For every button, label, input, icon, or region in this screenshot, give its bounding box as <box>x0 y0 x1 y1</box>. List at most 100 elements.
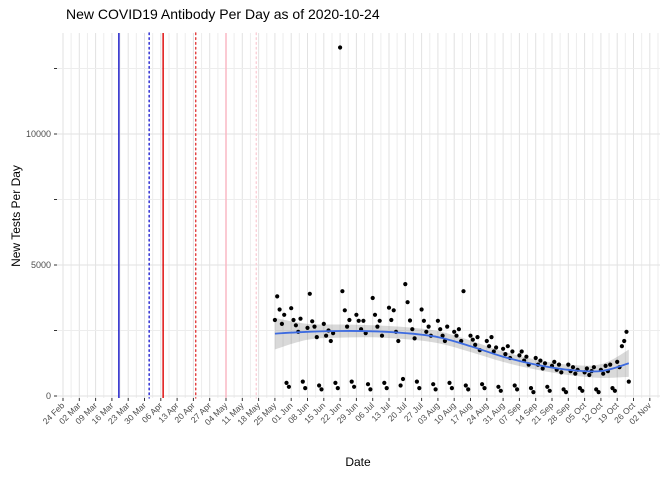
data-point <box>286 384 291 389</box>
data-point <box>349 379 354 384</box>
data-point <box>433 387 438 392</box>
y-tick-label: 5000 <box>31 260 51 270</box>
data-point <box>289 306 294 311</box>
data-point <box>559 370 564 375</box>
data-point <box>580 388 585 393</box>
data-point <box>622 338 627 344</box>
data-point <box>431 382 436 387</box>
data-point <box>608 362 613 367</box>
data-point <box>547 388 552 393</box>
data-point <box>570 365 576 370</box>
data-point <box>312 324 317 329</box>
data-point <box>484 338 489 344</box>
data-point <box>307 291 312 296</box>
data-point <box>445 324 450 329</box>
data-point <box>563 390 569 395</box>
data-point <box>470 337 475 342</box>
data-point <box>398 383 403 388</box>
data-point <box>354 312 359 317</box>
data-point <box>317 383 322 388</box>
data-point <box>452 329 457 334</box>
data-point <box>545 384 550 389</box>
data-point <box>538 358 543 363</box>
data-point <box>587 372 592 378</box>
data-point <box>566 362 571 367</box>
data-point <box>347 317 352 323</box>
data-point <box>601 371 606 376</box>
data-point <box>293 323 298 328</box>
data-point <box>291 317 296 323</box>
data-point <box>619 344 625 349</box>
data-point <box>489 335 494 340</box>
data-point <box>440 333 445 338</box>
data-point <box>424 329 429 334</box>
data-point <box>512 383 517 388</box>
data-point <box>615 359 620 364</box>
data-point <box>603 363 608 368</box>
data-point <box>379 333 385 338</box>
data-point <box>328 338 333 344</box>
x-axis-title: Date <box>345 455 371 469</box>
data-point <box>321 321 326 326</box>
data-point <box>531 390 536 395</box>
smooth-line <box>274 330 630 373</box>
y-tick-label: 0 <box>46 391 51 401</box>
data-point <box>338 45 343 50</box>
data-point <box>573 371 578 376</box>
data-point <box>324 333 329 338</box>
data-point <box>403 282 408 287</box>
y-axis-title: New Tests Per Day <box>9 165 23 267</box>
data-point <box>519 349 524 354</box>
data-point <box>410 327 415 332</box>
data-point <box>345 324 350 329</box>
data-point <box>421 318 426 323</box>
data-point <box>510 349 515 354</box>
data-point <box>454 333 459 338</box>
data-point <box>300 379 305 384</box>
data-point <box>400 376 406 382</box>
data-point <box>333 380 338 385</box>
data-point <box>594 387 599 392</box>
data-point <box>372 312 378 317</box>
data-point <box>461 289 466 294</box>
data-point <box>396 338 401 344</box>
data-point <box>377 318 382 323</box>
data-point <box>542 361 548 366</box>
data-point <box>340 289 345 294</box>
data-point <box>577 386 583 391</box>
data-point <box>298 316 303 321</box>
data-point <box>414 379 419 384</box>
data-point <box>352 384 357 389</box>
data-point <box>584 366 590 371</box>
data-point <box>435 318 440 323</box>
data-point <box>438 327 443 332</box>
data-point <box>515 387 520 392</box>
data-point <box>305 325 310 330</box>
chart-title: New COVID19 Antibody Per Day as of 2020-… <box>66 6 380 22</box>
data-point <box>503 352 508 357</box>
data-point <box>319 387 324 392</box>
data-point <box>524 354 529 359</box>
data-point <box>610 386 615 391</box>
data-point <box>342 308 347 313</box>
data-point <box>375 324 380 329</box>
data-point <box>391 308 396 313</box>
data-point <box>501 346 506 351</box>
data-point <box>456 327 461 332</box>
data-point <box>335 386 340 391</box>
data-point <box>356 318 361 323</box>
data-point <box>466 387 471 392</box>
data-point <box>277 307 282 312</box>
data-point <box>505 344 510 349</box>
data-point <box>384 386 389 391</box>
data-point <box>612 388 618 393</box>
data-point <box>556 362 562 367</box>
data-point <box>272 317 277 323</box>
data-point <box>314 335 319 340</box>
data-point <box>473 342 478 347</box>
data-point <box>310 319 315 324</box>
data-point <box>482 386 487 391</box>
data-point <box>282 312 287 317</box>
